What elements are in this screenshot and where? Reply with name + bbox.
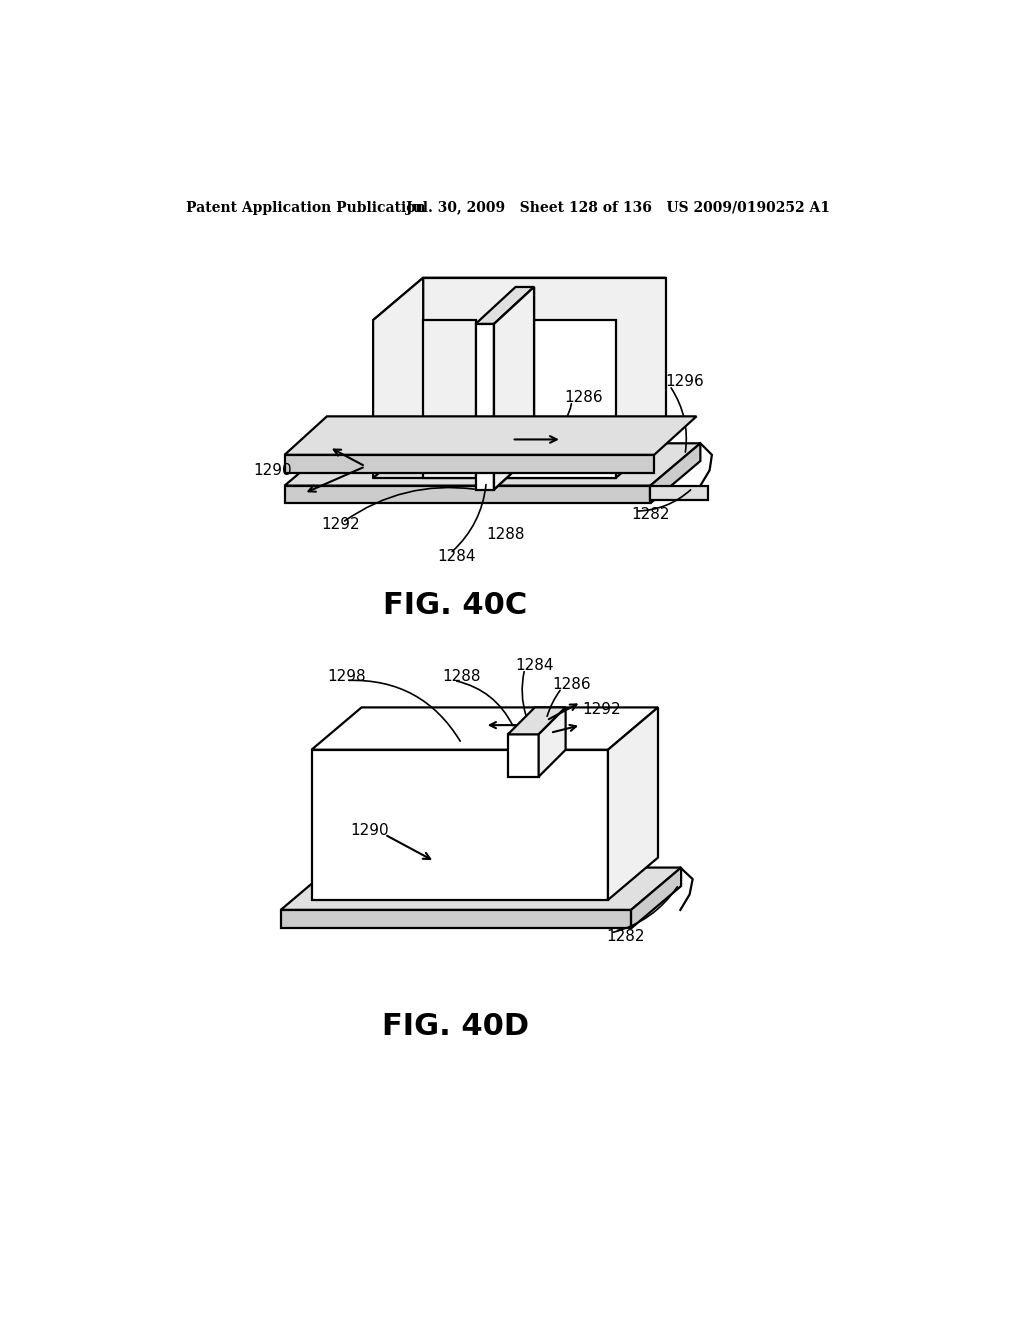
Text: 1286: 1286 [553, 677, 591, 692]
Polygon shape [311, 750, 608, 900]
Text: 1288: 1288 [486, 527, 524, 541]
Polygon shape [475, 286, 535, 323]
Text: 1290: 1290 [254, 463, 293, 478]
Polygon shape [423, 277, 666, 436]
Text: 1292: 1292 [322, 516, 360, 532]
Text: 1282: 1282 [606, 928, 645, 944]
Polygon shape [615, 277, 666, 478]
Text: Patent Application Publication: Patent Application Publication [186, 202, 426, 215]
Polygon shape [285, 486, 650, 503]
Text: 1298: 1298 [327, 669, 366, 684]
Polygon shape [285, 416, 696, 455]
Polygon shape [281, 909, 631, 928]
Polygon shape [494, 286, 535, 490]
Text: 1288: 1288 [442, 669, 481, 684]
Text: 1286: 1286 [564, 389, 603, 405]
Text: Jul. 30, 2009   Sheet 128 of 136   US 2009/0190252 A1: Jul. 30, 2009 Sheet 128 of 136 US 2009/0… [407, 202, 830, 215]
Text: 1290: 1290 [350, 824, 389, 838]
Polygon shape [508, 708, 565, 734]
Polygon shape [285, 444, 700, 486]
Polygon shape [285, 455, 654, 473]
Polygon shape [423, 321, 475, 478]
Polygon shape [650, 486, 708, 499]
Polygon shape [281, 867, 681, 909]
Polygon shape [608, 708, 658, 900]
Polygon shape [475, 323, 494, 490]
Text: FIG. 40C: FIG. 40C [383, 590, 527, 619]
Text: 1296: 1296 [666, 374, 705, 389]
Polygon shape [494, 286, 535, 490]
Text: 1284: 1284 [515, 657, 554, 673]
Text: 1284: 1284 [437, 549, 475, 564]
Polygon shape [311, 708, 658, 750]
Text: FIG. 40D: FIG. 40D [382, 1012, 529, 1041]
Polygon shape [508, 734, 539, 776]
Polygon shape [539, 708, 565, 776]
Text: 1282: 1282 [631, 507, 670, 521]
Polygon shape [631, 867, 681, 928]
Polygon shape [373, 277, 423, 478]
Text: 1292: 1292 [583, 702, 622, 717]
Polygon shape [373, 277, 666, 321]
Polygon shape [494, 321, 615, 478]
Polygon shape [650, 444, 700, 503]
